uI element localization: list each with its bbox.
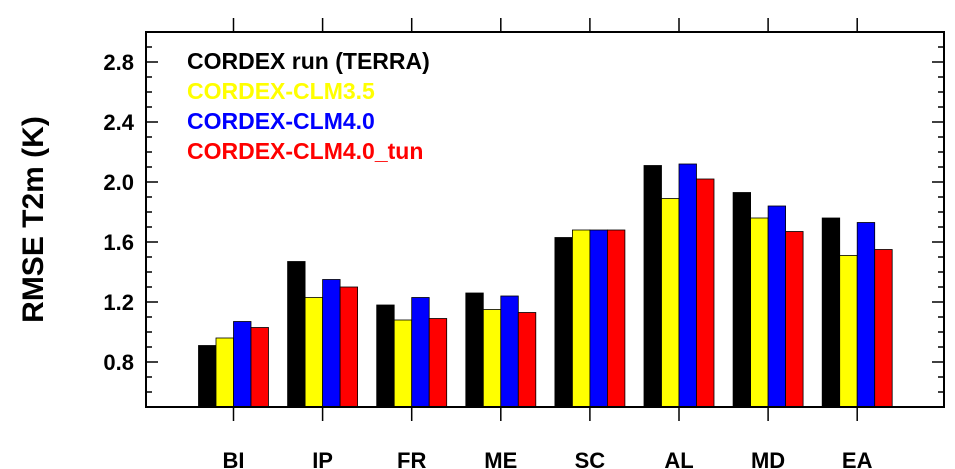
x-tick-labels: BI IP FR ME SC AL MD EA [223, 448, 873, 469]
bar [428, 318, 448, 408]
legend-entry: CORDEX-CLM4.0 [187, 108, 375, 134]
bar [411, 297, 430, 408]
legend: CORDEX run (TERRA) CORDEX-CLM3.5 CORDEX-CL… [187, 48, 430, 164]
y-tick-labels: 0.8 1.2 1.6 2.0 2.4 2.8 [103, 50, 134, 375]
bar [482, 309, 502, 408]
y-tick-label: 1.6 [103, 230, 134, 255]
bar [821, 217, 841, 408]
bar [339, 286, 359, 408]
bars [198, 163, 893, 408]
x-tick-label: FR [397, 448, 426, 469]
x-tick-label: BI [223, 448, 245, 469]
bar [856, 222, 876, 408]
y-tick-label: 2.8 [103, 50, 134, 75]
y-tick-label: 2.4 [103, 110, 134, 135]
bar [678, 163, 697, 408]
bar [215, 337, 234, 408]
bar [198, 345, 217, 408]
bar [785, 231, 804, 408]
x-tick-label: MD [751, 448, 785, 469]
bar [465, 292, 484, 408]
bar [607, 229, 626, 408]
bar [287, 261, 306, 408]
y-axis-title: RMSE T2m (K) [17, 116, 50, 323]
bar [250, 327, 269, 408]
bar [750, 217, 769, 408]
y-tick-label: 1.2 [103, 290, 134, 315]
x-tick-label: SC [575, 448, 606, 469]
bar [767, 205, 786, 408]
bar [661, 198, 680, 408]
bar [589, 229, 608, 408]
bar [517, 312, 537, 408]
bar [304, 297, 324, 408]
bar [643, 165, 662, 408]
bar [839, 255, 858, 408]
y-tick-label: 0.8 [103, 350, 134, 375]
x-tick-label: ME [484, 448, 517, 469]
bar [500, 295, 519, 408]
bar [874, 249, 893, 408]
legend-entry: CORDEX-CLM3.5 [187, 78, 375, 104]
bar [322, 279, 341, 408]
bar [393, 319, 413, 408]
x-tick-label: IP [312, 448, 333, 469]
bar [732, 192, 751, 408]
y-tick-label: 2.0 [103, 170, 134, 195]
x-tick-label: EA [842, 448, 873, 469]
bar [233, 321, 252, 408]
bar [572, 229, 591, 408]
plot-frame [145, 31, 945, 408]
x-tick-label: AL [664, 448, 693, 469]
legend-entry: CORDEX run (TERRA) [187, 48, 430, 74]
bar [696, 178, 715, 408]
bar [554, 237, 573, 408]
legend-entry: CORDEX-CLM4.0_tun [187, 138, 423, 164]
bar [376, 304, 395, 408]
